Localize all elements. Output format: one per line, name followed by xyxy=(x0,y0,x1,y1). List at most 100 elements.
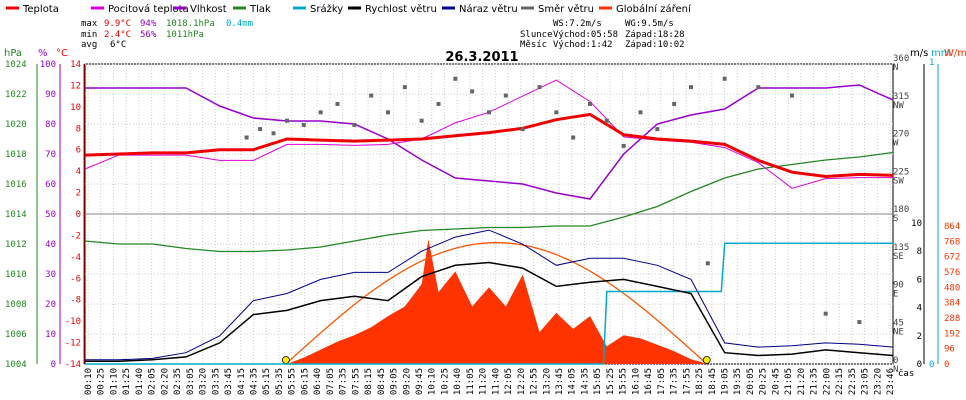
pressure-tick: 1020 xyxy=(5,120,27,130)
direction-tick: 0 xyxy=(893,356,898,366)
temp-tick: 4 xyxy=(76,167,81,177)
x-tick-label: 15:55 xyxy=(619,368,629,395)
x-tick-label: 19:35 xyxy=(733,368,743,395)
wind-gust-line xyxy=(85,229,894,361)
x-tick-label: 22:35 xyxy=(848,368,858,395)
direction-label: N xyxy=(893,63,898,73)
x-tick-label: 09:20 xyxy=(402,368,412,395)
temperature-line xyxy=(84,112,894,179)
direction-label: E xyxy=(893,290,898,300)
x-tick-label: 13:20 xyxy=(542,368,552,395)
radiation-tick: 288 xyxy=(944,314,960,324)
temp-tick: 14 xyxy=(70,60,81,70)
stat-max-temp: 9.9°C xyxy=(104,19,131,29)
direction-tick: 135 xyxy=(893,243,909,253)
x-tick-label: 18:45 xyxy=(708,368,718,395)
wind-direction-point xyxy=(335,101,340,106)
unit-wm2: W/m² xyxy=(944,48,966,59)
x-tick-label: 03:20 xyxy=(199,368,209,395)
wind-direction-point xyxy=(520,127,525,132)
x-tick-label: 03:05 xyxy=(186,368,196,395)
pressure-tick: 1010 xyxy=(5,270,27,280)
wind-direction-point xyxy=(352,122,357,127)
direction-tick: 90 xyxy=(893,281,904,291)
x-tick-label: 15:05 xyxy=(593,368,603,395)
temp-tick: 6 xyxy=(76,146,81,156)
stat-avg-temp: 6°C xyxy=(110,40,126,50)
wind-direction-point xyxy=(571,135,576,140)
temp-tick: 10 xyxy=(70,103,81,113)
direction-label: NW xyxy=(893,101,904,111)
wind-direction-point xyxy=(271,131,276,136)
x-tick-label: 03:45 xyxy=(224,368,234,395)
x-tick-label: 08:45 xyxy=(377,368,387,395)
pressure-tick: 1006 xyxy=(5,330,27,340)
x-tick-label: 20:25 xyxy=(759,368,769,395)
x-tick-label: 05:55 xyxy=(288,368,298,395)
series xyxy=(84,76,894,365)
direction-tick: 45 xyxy=(893,318,904,328)
x-tick-label: 23:20 xyxy=(873,368,883,395)
pressure-tick: 1008 xyxy=(5,300,27,310)
wind-direction-point xyxy=(604,118,609,123)
unit-pct: % xyxy=(38,48,48,59)
radiation-tick: 0 xyxy=(944,360,949,370)
x-tick-label: 14:35 xyxy=(581,368,591,395)
direction-label: SE xyxy=(893,252,904,262)
humidity-line xyxy=(85,84,894,200)
wind-direction-point xyxy=(258,127,263,132)
direction-label: SW xyxy=(893,176,904,186)
wind-direction-point xyxy=(244,135,249,140)
wind-direction-point xyxy=(638,110,643,115)
temp-tick: 2 xyxy=(76,189,81,199)
humidity-tick: 50 xyxy=(45,210,56,220)
wind-ws: WS:7.2m/s xyxy=(553,19,602,29)
direction-label: NE xyxy=(893,327,904,337)
radiation-tick: 672 xyxy=(944,253,960,263)
x-tick-label: 12:05 xyxy=(504,368,514,395)
x-tick-label: 02:35 xyxy=(173,368,183,395)
humidity-tick: 10 xyxy=(45,330,56,340)
x-tick-label: 13:45 xyxy=(555,368,565,395)
radiation-tick: 768 xyxy=(944,237,960,247)
x-tick-label: 21:05 xyxy=(784,368,794,395)
grid xyxy=(85,63,893,365)
temp-tick: -2 xyxy=(70,231,81,241)
x-tick-label: 10:25 xyxy=(440,368,450,395)
pressure-line xyxy=(84,151,894,253)
rain-tick: 1 xyxy=(929,58,934,68)
wind-tick: 10 xyxy=(911,219,922,229)
wind-direction-point xyxy=(487,110,491,115)
direction-label: S xyxy=(893,214,898,224)
temp-tick: -6 xyxy=(70,274,81,284)
unit-temp: °C xyxy=(56,48,68,59)
legend-label: Směr větru xyxy=(538,3,594,15)
x-tick-label: 04:15 xyxy=(237,368,247,395)
wind-direction-point xyxy=(554,110,559,115)
x-tick-label: 07:05 xyxy=(326,368,336,395)
wind-direction-point xyxy=(402,85,407,90)
temp-tick: 8 xyxy=(76,124,81,134)
humidity-tick: 40 xyxy=(45,240,56,250)
temp-tick: -10 xyxy=(65,317,81,327)
radiation-tick: 96 xyxy=(944,345,955,355)
unit-mm: mm xyxy=(931,48,950,59)
axes: hPa%°Cm/smmW/m²čas1004100610081010101210… xyxy=(4,48,966,395)
wind-direction-point xyxy=(722,76,727,81)
unit-hpa: hPa xyxy=(4,48,22,59)
x-tick-label: 11:20 xyxy=(479,368,489,395)
pressure-tick: 1012 xyxy=(5,240,27,250)
pressure-tick: 1004 xyxy=(5,360,27,370)
legend-label: Rychlost větru xyxy=(365,3,437,15)
pressure-tick: 1022 xyxy=(5,90,27,100)
x-tick-label: 20:45 xyxy=(771,368,781,395)
x-tick-label: 02:20 xyxy=(160,368,170,395)
wind-direction-point xyxy=(672,101,677,106)
x-tick-label: 04:35 xyxy=(250,368,260,395)
sunset-marker xyxy=(702,356,711,364)
x-tick-label: 21:35 xyxy=(810,368,820,395)
stat-min-hum: 56% xyxy=(140,30,157,40)
x-tick-label: 01:25 xyxy=(122,368,132,395)
x-tick-label: 12:20 xyxy=(517,368,527,395)
wind-direction-point xyxy=(621,143,626,148)
